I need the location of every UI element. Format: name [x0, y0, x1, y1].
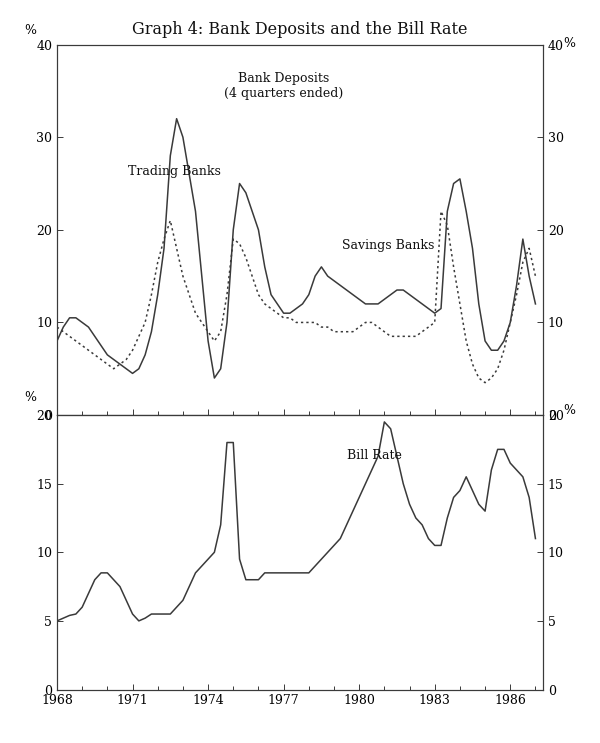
Y-axis label: %: %	[564, 37, 576, 51]
Y-axis label: %: %	[24, 391, 36, 404]
Text: Savings Banks: Savings Banks	[341, 239, 434, 252]
Text: Bank Deposits
(4 quarters ended): Bank Deposits (4 quarters ended)	[224, 72, 343, 100]
Text: Bill Rate: Bill Rate	[347, 450, 401, 462]
Text: Trading Banks: Trading Banks	[128, 165, 220, 178]
Y-axis label: %: %	[564, 404, 576, 417]
Y-axis label: %: %	[24, 25, 36, 37]
Text: Graph 4: Bank Deposits and the Bill Rate: Graph 4: Bank Deposits and the Bill Rate	[132, 21, 468, 38]
